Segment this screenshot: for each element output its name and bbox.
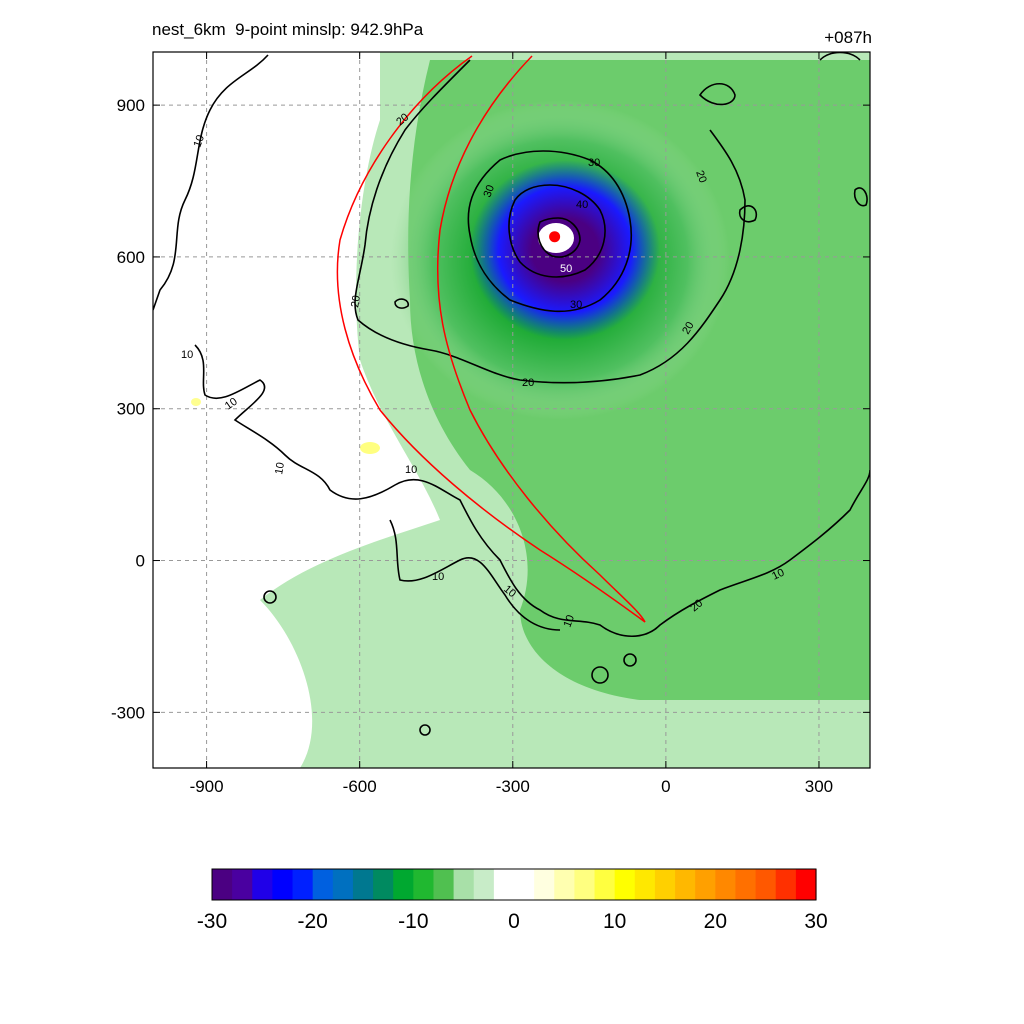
contour-label: 40 (576, 199, 588, 211)
contour-30 (467, 150, 632, 313)
contour-label: 10 (405, 464, 417, 476)
colorbar-frame (211, 868, 817, 901)
colorbar-swatch (675, 869, 696, 900)
colorbar-swatch (312, 869, 334, 900)
colorbar (212, 869, 817, 900)
contour-label: 30 (482, 183, 497, 199)
contour-small (419, 724, 431, 736)
contour-label: 20 (680, 320, 697, 337)
colorbar-tick-label: 20 (704, 910, 727, 933)
contour-small (263, 590, 277, 604)
colorbar-swatch (654, 869, 676, 900)
x-tick-label: 0 (661, 777, 670, 796)
contour-label: 10 (192, 133, 207, 149)
y-tick-label: 600 (117, 248, 145, 267)
contour-label: 10 (770, 567, 786, 583)
field-yellow-patch (360, 442, 380, 454)
field-yellow-patch (191, 398, 201, 406)
storm-center-marker (549, 231, 561, 243)
colorbar-tick-label: 30 (804, 910, 827, 933)
colorbar-swatch (715, 869, 737, 900)
contour-small (698, 82, 736, 106)
plot-frame (152, 51, 871, 769)
colorbar-swatch (352, 869, 374, 900)
colorbar-swatch (413, 869, 435, 900)
colorbar-swatch (433, 869, 455, 900)
colorbar-swatch (514, 869, 535, 900)
colorbar-swatch (755, 869, 777, 900)
colorbar-swatch (594, 869, 616, 900)
contour-eye-ring-inner (543, 223, 574, 252)
contour-small (853, 187, 868, 207)
x-tick-label: 300 (805, 777, 833, 796)
contour-small (394, 298, 410, 309)
contour-label: 10 (273, 461, 287, 475)
contour-label: 10 (562, 613, 577, 629)
contour-40 (508, 184, 606, 278)
track-line-east (436, 55, 646, 623)
contour-label: 20 (693, 169, 708, 185)
track-cone (336, 55, 646, 623)
colorbar-swatch (212, 869, 233, 900)
y-tick-label: 900 (117, 96, 145, 115)
colorbar-swatch (795, 869, 817, 900)
colorbar-tick-label: 0 (508, 910, 520, 933)
contour-label-layer: 10 10 10 10 10 10 10 10 10 20 20 20 20 2… (181, 111, 786, 629)
colorbar-tick-label: -30 (197, 910, 227, 933)
colorbar-swatch (232, 869, 253, 900)
colorbar-tick-label: 10 (603, 910, 626, 933)
colorbar-swatch (735, 869, 757, 900)
y-tick-label: 300 (117, 400, 145, 419)
colorbar-swatch (453, 869, 475, 900)
colorbar-swatch (252, 869, 273, 900)
contour-label: 20 (522, 377, 534, 389)
colorbar-swatch (775, 869, 797, 900)
contour-label: 30 (588, 157, 600, 169)
contour-label: 20 (349, 294, 363, 308)
x-tick-label: -300 (496, 777, 530, 796)
x-tick-label: -600 (343, 777, 377, 796)
contour-label: 10 (432, 571, 444, 583)
colorbar-swatch (634, 869, 656, 900)
contour-20-outer (354, 59, 746, 384)
lead-time-label: +087h (824, 28, 872, 47)
colorbar-swatch (332, 869, 354, 900)
contour-small (623, 653, 637, 667)
contour-10-west (153, 54, 269, 311)
colorbar-swatch (292, 869, 314, 900)
colorbar-swatch (493, 869, 515, 900)
contour-layer (153, 52, 870, 736)
x-tick-label: -900 (190, 777, 224, 796)
colorbar-swatch (534, 869, 555, 900)
track-line-west (336, 55, 646, 623)
field-layer (191, 52, 870, 768)
y-tick-label: -300 (111, 703, 145, 722)
colorbar-swatch (554, 869, 575, 900)
contour-10-inner (389, 519, 561, 631)
contour-eye-ring (537, 217, 581, 258)
contour-label: 50 (560, 263, 572, 275)
colorbar-swatch (473, 869, 495, 900)
chart-title: nest_6km 9-point minslp: 942.9hPa (152, 20, 424, 39)
contour-small (591, 666, 609, 684)
colorbar-swatch (373, 869, 394, 900)
contour-label: 10 (181, 349, 193, 361)
colorbar-swatch (695, 869, 716, 900)
colorbar-labels: -30 -20 -10 0 10 20 30 (197, 910, 828, 933)
y-tick-label: 0 (136, 552, 145, 571)
colorbar-tick-label: -20 (297, 910, 327, 933)
colorbar-tick-label: -10 (398, 910, 428, 933)
colorbar-swatch (574, 869, 596, 900)
contour-label: 10 (223, 396, 240, 413)
colorbar-swatch (393, 869, 414, 900)
colorbar-swatch (614, 869, 636, 900)
contour-10-south (194, 344, 870, 637)
contour-label: 30 (570, 299, 582, 311)
colorbar-swatch (272, 869, 294, 900)
axis-layer: -900 -600 -300 0 300 -300 0 300 600 900 (111, 52, 870, 796)
contour-small (738, 205, 758, 223)
